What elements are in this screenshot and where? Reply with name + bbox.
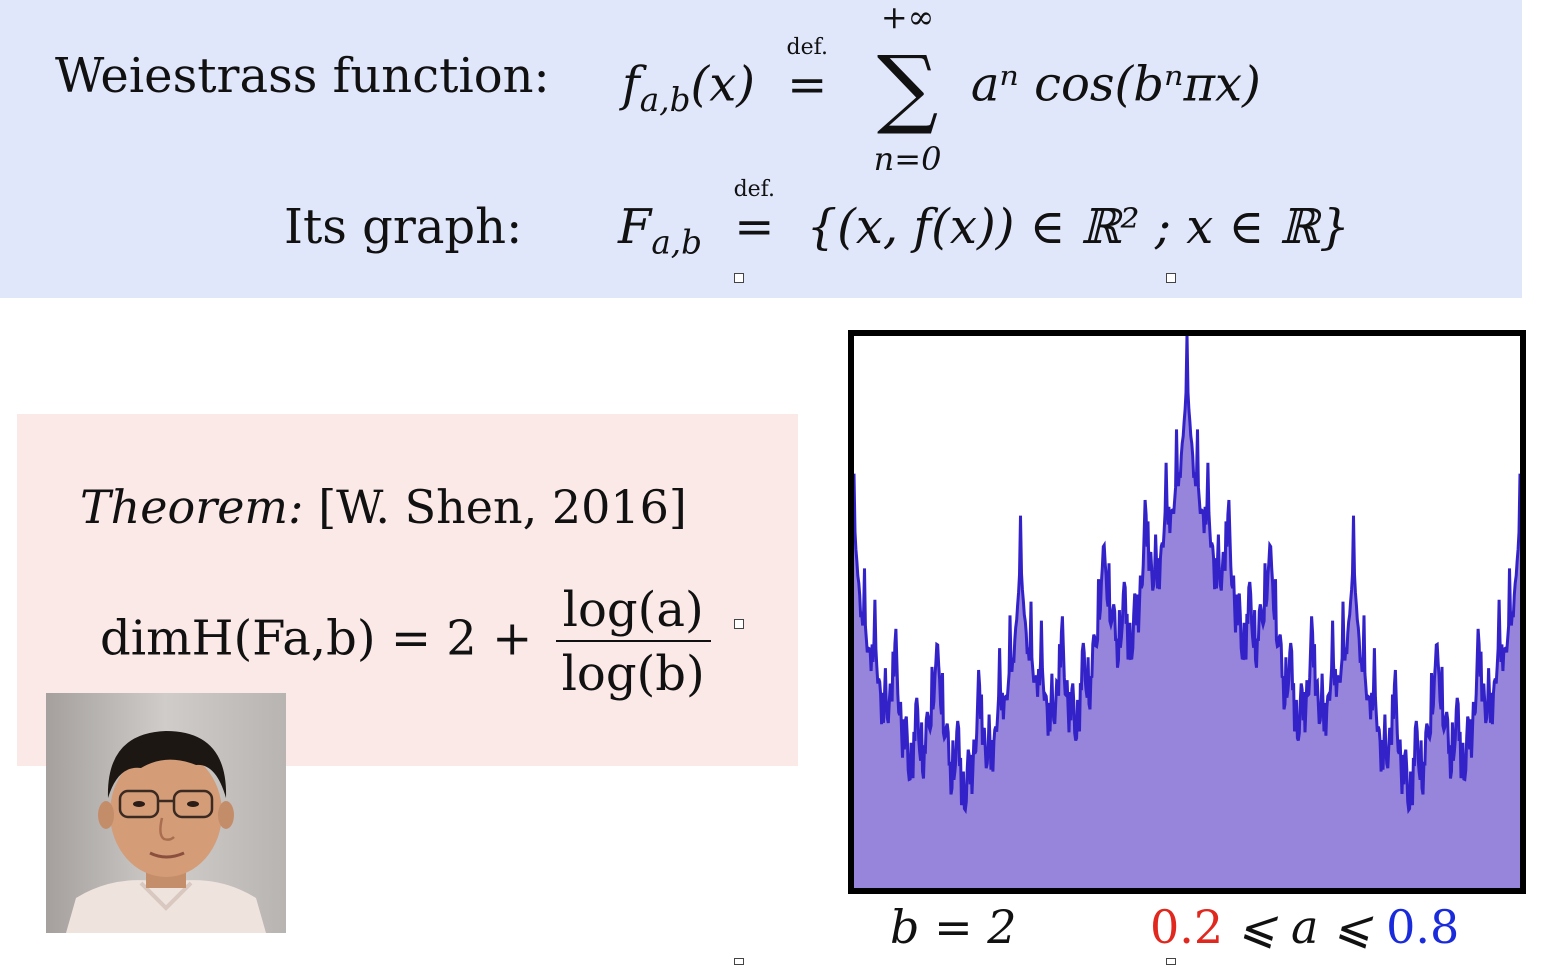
- sum-lower-limit: n=0: [873, 140, 942, 178]
- graph-area-fill: [854, 334, 1520, 888]
- portrait-photo-icon: [46, 693, 286, 933]
- dimension-formula: dimH(Fa,b) = 2 + log(a) log(b): [100, 582, 711, 702]
- summation: +∞ ∑ n=0: [866, 0, 950, 178]
- weierstrass-formula: fa,b(x) def. = +∞ ∑ n=0 aⁿ cos(bⁿπx): [622, 0, 1261, 178]
- theorem-citation: [W. Shen, 2016]: [318, 480, 687, 534]
- parameter-a-range: 0.2 ⩽ a ⩽ 0.8: [1150, 900, 1459, 954]
- placeholder-marker: [1166, 273, 1176, 283]
- placeholder-marker: [734, 273, 744, 283]
- definition-box: [0, 0, 1522, 298]
- function-symbol: f: [622, 56, 640, 113]
- fraction-denominator: log(b): [561, 646, 705, 702]
- graph-formula: Fa,b def. = {(x, f(x)) ∈ ℝ² ; x ∈ ℝ}: [618, 177, 1350, 262]
- def-label: def.: [786, 34, 829, 60]
- parameter-b: b = 2: [890, 900, 1017, 954]
- def-label-2: def.: [733, 177, 776, 202]
- a-upper-bound: 0.8: [1386, 900, 1460, 954]
- function-label: Weiestrass function:: [55, 48, 550, 104]
- theorem-heading: Theorem: [W. Shen, 2016]: [80, 480, 687, 534]
- graph-label: Its graph:: [284, 199, 523, 255]
- sigma-symbol: ∑: [876, 38, 939, 138]
- placeholder-marker: [734, 958, 744, 965]
- def-equals-2: def. =: [725, 177, 783, 255]
- def-equals: def. =: [778, 35, 836, 113]
- log-fraction: log(a) log(b): [555, 582, 711, 702]
- graph-subscript: a,b: [651, 223, 703, 262]
- author-photo: [46, 693, 286, 933]
- graph-set: {(x, f(x)) ∈ ℝ² ; x ∈ ℝ}: [806, 199, 1350, 255]
- placeholder-marker: [1166, 958, 1176, 965]
- function-subscript: a,b: [639, 80, 691, 119]
- a-inequality: ⩽ a ⩽: [1223, 900, 1387, 954]
- placeholder-marker: [734, 619, 744, 629]
- fraction-numerator: log(a): [555, 582, 711, 642]
- sum-upper-limit: +∞: [880, 0, 935, 36]
- graph-symbol: F: [618, 199, 652, 255]
- function-argument: (x): [690, 56, 756, 113]
- a-lower-bound: 0.2: [1150, 900, 1224, 954]
- dimension-lhs: dimH(Fa,b) = 2 +: [100, 610, 533, 667]
- graph-frame: [848, 330, 1526, 894]
- theorem-title: Theorem:: [80, 480, 304, 534]
- sum-body: aⁿ cos(bⁿπx): [970, 56, 1261, 113]
- weierstrass-graph: [848, 330, 1526, 894]
